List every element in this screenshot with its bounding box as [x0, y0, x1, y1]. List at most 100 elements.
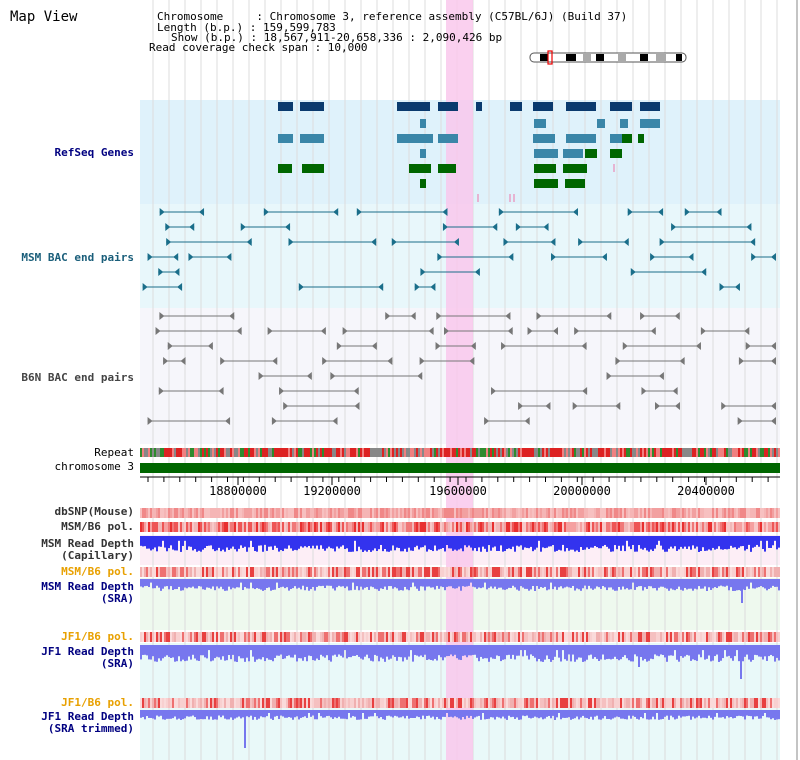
track-label-dbsnp[interactable]: dbSNP(Mouse)	[54, 505, 134, 518]
jf1-b6-pol-segment	[542, 632, 544, 642]
msm-b6-pol-2-segment	[604, 567, 606, 577]
repeat-segment	[330, 448, 332, 457]
msm-capillary-depth-bar	[514, 536, 516, 552]
msm-b6-pol-segment	[704, 522, 706, 532]
dbsnp-segment	[172, 508, 174, 518]
jf1-b6-pol-2-segment	[256, 698, 258, 708]
dbsnp-segment	[650, 508, 652, 518]
jf1-sra-depth-bar	[508, 645, 510, 655]
jf1-b6-pol-segment	[628, 632, 630, 642]
jf1-b6-pol-segment	[752, 632, 754, 642]
jf1-trim-depth-bar	[526, 710, 528, 716]
msm-b6-pol-segment	[290, 522, 292, 532]
msm-b6-pol-segment	[276, 522, 278, 532]
track-label-jf1-pol-2[interactable]: JF1/B6 pol.	[61, 696, 134, 709]
msm-capillary-depth-bar	[674, 536, 676, 547]
msm-capillary-depth-bar	[610, 536, 612, 552]
repeat-segment	[542, 448, 544, 457]
refseq-gene	[597, 119, 605, 128]
jf1-sra-depth-bar	[398, 645, 400, 657]
dbsnp-segment	[406, 508, 408, 518]
jf1-sra-depth-bar	[770, 645, 772, 655]
msm-b6-pol-segment	[164, 522, 166, 532]
msm-capillary-depth-bar	[428, 536, 430, 550]
jf1-trim-depth-bar	[190, 710, 192, 717]
track-label-msm-bac[interactable]: MSM BAC end pairs	[21, 251, 134, 264]
msm-sra-depth-bar	[368, 579, 370, 590]
msm-capillary-depth-bar	[450, 536, 452, 549]
msm-b6-pol-segment	[740, 522, 742, 532]
jf1-trim-depth-bar	[160, 710, 162, 716]
jf1-b6-pol-2-segment	[488, 698, 490, 708]
msm-b6-pol-2-segment	[282, 567, 284, 577]
track-label-msm-b6-pol-1[interactable]: MSM/B6 pol.	[61, 520, 134, 533]
dbsnp-segment	[284, 508, 286, 518]
msm-capillary-depth-bar	[320, 536, 322, 546]
track-label-jf1-depth-trimmed[interactable]: JF1 Read Depth	[41, 710, 134, 723]
jf1-b6-pol-2-segment	[592, 698, 594, 708]
jf1-b6-pol-2-segment	[350, 698, 352, 708]
track-label-jf1-depth-sra[interactable]: JF1 Read Depth	[41, 645, 134, 658]
track-label-msm-depth-capillary[interactable]: MSM Read Depth	[41, 537, 134, 550]
dbsnp-segment	[382, 508, 384, 518]
repeat-segment	[728, 448, 730, 457]
jf1-b6-pol-2-segment	[432, 698, 434, 708]
repeat-segment	[308, 448, 310, 457]
jf1-trim-depth-bar	[500, 710, 502, 719]
jf1-trim-depth-bar	[402, 710, 404, 717]
msm-capillary-depth-bar	[144, 536, 146, 547]
track-label-jf1-pol-1[interactable]: JF1/B6 pol.	[61, 630, 134, 643]
msm-b6-pol-2-segment	[494, 567, 496, 577]
msm-capillary-depth-bar	[468, 536, 470, 546]
msm-b6-pol-segment	[184, 522, 186, 532]
jf1-trim-depth-bar	[260, 710, 262, 717]
jf1-trim-depth-bar	[510, 710, 512, 718]
msm-b6-pol-segment	[660, 522, 662, 532]
msm-b6-pol-segment	[198, 522, 200, 532]
msm-b6-pol-2-segment	[756, 567, 758, 577]
track-label-b6n-bac[interactable]: B6N BAC end pairs	[21, 371, 134, 384]
msm-b6-pol-2-segment	[330, 567, 332, 577]
jf1-b6-pol-segment	[764, 632, 766, 642]
msm-b6-pol-segment	[410, 522, 412, 532]
jf1-trim-depth-bar	[716, 710, 718, 713]
jf1-trim-depth-bar	[494, 710, 496, 720]
msm-b6-pol-segment	[688, 522, 690, 532]
track-label-chromosome[interactable]: chromosome 3	[54, 460, 134, 473]
track-label-msm-b6-pol-2[interactable]: MSM/B6 pol.	[61, 565, 134, 578]
jf1-b6-pol-2-segment	[554, 698, 556, 708]
msm-b6-pol-segment	[640, 522, 642, 532]
msm-sra-depth-bar	[454, 579, 456, 589]
jf1-trim-depth-bar	[452, 710, 454, 718]
msm-b6-pol-segment	[418, 522, 420, 532]
jf1-b6-pol-2-segment	[160, 698, 162, 708]
jf1-trim-depth-bar	[274, 710, 276, 717]
repeat-segment	[426, 448, 428, 457]
track-label-msm-depth-sra[interactable]: MSM Read Depth	[41, 580, 134, 593]
jf1-sra-depth-bar	[354, 645, 356, 656]
dbsnp-segment	[708, 508, 710, 518]
msm-b6-pol-segment	[506, 522, 508, 532]
dbsnp-segment	[652, 508, 654, 518]
dbsnp-segment	[464, 508, 466, 518]
msm-capillary-depth-bar	[700, 536, 702, 552]
jf1-b6-pol-2-segment	[302, 698, 304, 708]
msm-capillary-depth-bar	[198, 536, 200, 551]
jf1-sra-depth-bar	[230, 645, 232, 660]
repeat-segment	[366, 448, 368, 457]
dbsnp-segment	[748, 508, 750, 518]
dbsnp-segment	[402, 508, 404, 518]
dbsnp-segment	[370, 508, 372, 518]
jf1-sra-depth-bar	[344, 645, 346, 651]
jf1-trim-depth-bar	[762, 710, 764, 716]
msm-sra-depth-bar	[594, 579, 596, 589]
track-label-refseq[interactable]: RefSeq Genes	[54, 146, 134, 159]
msm-b6-pol-2-segment	[432, 567, 434, 577]
msm-sra-depth-bar	[426, 579, 428, 587]
track-label-repeat[interactable]: Repeat	[94, 446, 134, 459]
msm-b6-pol-2-segment	[520, 567, 522, 577]
repeat-segment	[156, 448, 158, 457]
jf1-b6-pol-2-segment	[544, 698, 546, 708]
msm-capillary-depth-bar	[400, 536, 402, 552]
